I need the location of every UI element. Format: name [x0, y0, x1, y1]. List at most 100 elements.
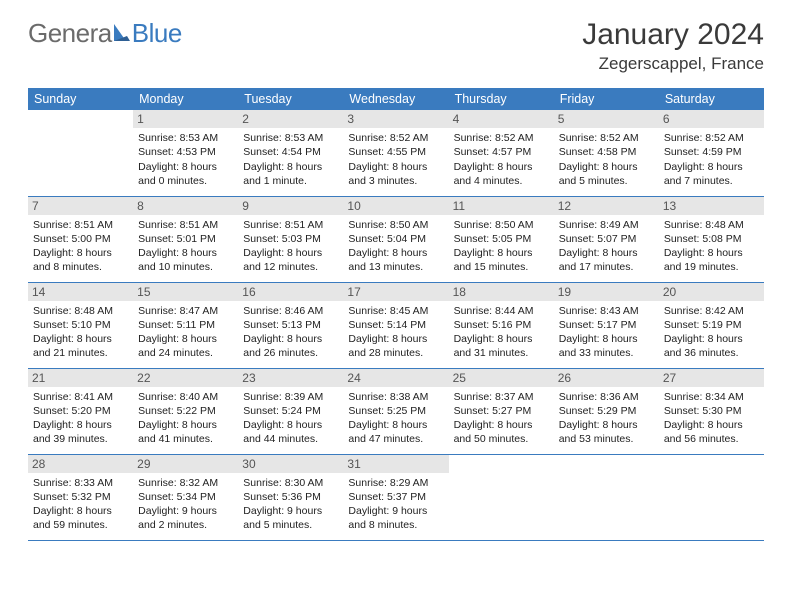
day-number: 29 — [133, 455, 238, 473]
daylight-text: and 10 minutes. — [138, 260, 233, 274]
calendar-week-row: 7Sunrise: 8:51 AMSunset: 5:00 PMDaylight… — [28, 196, 764, 282]
daylight-text: Daylight: 8 hours — [243, 246, 338, 260]
sunset-text: Sunset: 5:37 PM — [348, 490, 443, 504]
daylight-text: Daylight: 8 hours — [243, 332, 338, 346]
daylight-text: Daylight: 9 hours — [243, 504, 338, 518]
logo-sail-icon — [113, 18, 131, 49]
daylight-text: Daylight: 8 hours — [33, 504, 128, 518]
day-header: Friday — [554, 88, 659, 110]
daylight-text: and 3 minutes. — [348, 174, 443, 188]
location-label: Zegerscappel, France — [582, 54, 764, 74]
sunrise-text: Sunrise: 8:34 AM — [664, 390, 759, 404]
day-number: 21 — [28, 369, 133, 387]
sunset-text: Sunset: 5:07 PM — [559, 232, 654, 246]
day-number: 3 — [343, 110, 448, 128]
sunset-text: Sunset: 5:36 PM — [243, 490, 338, 504]
calendar-day-cell: 13Sunrise: 8:48 AMSunset: 5:08 PMDayligh… — [659, 196, 764, 282]
daylight-text: and 7 minutes. — [664, 174, 759, 188]
sunset-text: Sunset: 5:01 PM — [138, 232, 233, 246]
sunset-text: Sunset: 5:32 PM — [33, 490, 128, 504]
daylight-text: and 5 minutes. — [559, 174, 654, 188]
calendar-body: 1Sunrise: 8:53 AMSunset: 4:53 PMDaylight… — [28, 110, 764, 540]
sunrise-text: Sunrise: 8:36 AM — [559, 390, 654, 404]
daylight-text: Daylight: 8 hours — [348, 246, 443, 260]
daylight-text: Daylight: 8 hours — [454, 160, 549, 174]
sunset-text: Sunset: 4:57 PM — [454, 145, 549, 159]
daylight-text: and 53 minutes. — [559, 432, 654, 446]
sunset-text: Sunset: 5:30 PM — [664, 404, 759, 418]
daylight-text: Daylight: 8 hours — [33, 246, 128, 260]
daylight-text: and 5 minutes. — [243, 518, 338, 532]
page-header: Genera Blue January 2024 Zegerscappel, F… — [28, 18, 764, 74]
daylight-text: Daylight: 8 hours — [348, 332, 443, 346]
day-number: 27 — [659, 369, 764, 387]
day-number: 15 — [133, 283, 238, 301]
day-number: 4 — [449, 110, 554, 128]
calendar-day-cell: 25Sunrise: 8:37 AMSunset: 5:27 PMDayligh… — [449, 368, 554, 454]
sunset-text: Sunset: 5:20 PM — [33, 404, 128, 418]
sunset-text: Sunset: 5:10 PM — [33, 318, 128, 332]
daylight-text: Daylight: 8 hours — [138, 246, 233, 260]
day-number: 26 — [554, 369, 659, 387]
day-number: 28 — [28, 455, 133, 473]
sunrise-text: Sunrise: 8:29 AM — [348, 476, 443, 490]
calendar-day-cell: 10 Sunrise: 8:50 AMSunset: 5:04 PMDayligh… — [343, 196, 448, 282]
sunrise-text: Sunrise: 8:43 AM — [559, 304, 654, 318]
calendar-day-cell: 29Sunrise: 8:32 AMSunset: 5:34 PMDayligh… — [133, 454, 238, 540]
daylight-text: and 31 minutes. — [454, 346, 549, 360]
sunrise-text: Sunrise: 8:33 AM — [33, 476, 128, 490]
day-number: 25 — [449, 369, 554, 387]
sunrise-text: Sunrise: 8:40 AM — [138, 390, 233, 404]
sunrise-text: Sunrise: 8:30 AM — [243, 476, 338, 490]
sunrise-text: Sunrise: 8:52 AM — [664, 131, 759, 145]
sunrise-text: Sunrise: 8:52 AM — [454, 131, 549, 145]
daylight-text: and 33 minutes. — [559, 346, 654, 360]
daylight-text: Daylight: 8 hours — [664, 332, 759, 346]
logo-text-blue: Blue — [132, 18, 182, 49]
daylight-text: Daylight: 8 hours — [243, 418, 338, 432]
daylight-text: Daylight: 8 hours — [559, 160, 654, 174]
daylight-text: Daylight: 8 hours — [348, 160, 443, 174]
daylight-text: Daylight: 9 hours — [348, 504, 443, 518]
calendar-day-cell: 9Sunrise: 8:51 AMSunset: 5:03 PMDaylight… — [238, 196, 343, 282]
calendar-week-row: 28Sunrise: 8:33 AMSunset: 5:32 PMDayligh… — [28, 454, 764, 540]
day-number: 10 — [343, 197, 448, 215]
calendar-day-cell: 16Sunrise: 8:46 AMSunset: 5:13 PMDayligh… — [238, 282, 343, 368]
daylight-text: Daylight: 8 hours — [664, 246, 759, 260]
day-number: 6 — [659, 110, 764, 128]
sunset-text: Sunset: 5:05 PM — [454, 232, 549, 246]
daylight-text: and 28 minutes. — [348, 346, 443, 360]
day-number: 19 — [554, 283, 659, 301]
sunset-text: Sunset: 4:55 PM — [348, 145, 443, 159]
calendar-week-row: 21Sunrise: 8:41 AMSunset: 5:20 PMDayligh… — [28, 368, 764, 454]
sunrise-text: Sunrise: 8:52 AM — [348, 131, 443, 145]
sunset-text: Sunset: 5:13 PM — [243, 318, 338, 332]
calendar-day-cell: 1Sunrise: 8:53 AMSunset: 4:53 PMDaylight… — [133, 110, 238, 196]
daylight-text: Daylight: 8 hours — [348, 418, 443, 432]
day-number: 9 — [238, 197, 343, 215]
sunset-text: Sunset: 5:27 PM — [454, 404, 549, 418]
daylight-text: Daylight: 8 hours — [454, 246, 549, 260]
calendar-day-cell: 5Sunrise: 8:52 AMSunset: 4:58 PMDaylight… — [554, 110, 659, 196]
daylight-text: and 24 minutes. — [138, 346, 233, 360]
sunrise-text: Sunrise: 8:47 AM — [138, 304, 233, 318]
sunrise-text: Sunrise: 8:39 AM — [243, 390, 338, 404]
calendar-day-cell: 12Sunrise: 8:49 AMSunset: 5:07 PMDayligh… — [554, 196, 659, 282]
day-number: 11 — [449, 197, 554, 215]
sunrise-text: Sunrise: 8:50 AM — [348, 218, 443, 232]
sunset-text: Sunset: 5:04 PM — [348, 232, 443, 246]
sunset-text: Sunset: 5:34 PM — [138, 490, 233, 504]
calendar-header-row: SundayMondayTuesdayWednesdayThursdayFrid… — [28, 88, 764, 110]
daylight-text: and 8 minutes. — [348, 518, 443, 532]
calendar-day-cell: 23Sunrise: 8:39 AMSunset: 5:24 PMDayligh… — [238, 368, 343, 454]
daylight-text: and 36 minutes. — [664, 346, 759, 360]
daylight-text: and 50 minutes. — [454, 432, 549, 446]
sunset-text: Sunset: 4:53 PM — [138, 145, 233, 159]
calendar-day-cell: 28 Sunrise: 8:33 AMSunset: 5:32 PMDayligh… — [28, 454, 133, 540]
sunset-text: Sunset: 5:24 PM — [243, 404, 338, 418]
day-number: 14 — [28, 283, 133, 301]
day-number: 16 — [238, 283, 343, 301]
sunrise-text: Sunrise: 8:51 AM — [33, 218, 128, 232]
calendar-week-row: 14Sunrise: 8:48 AMSunset: 5:10 PMDayligh… — [28, 282, 764, 368]
daylight-text: Daylight: 8 hours — [559, 246, 654, 260]
